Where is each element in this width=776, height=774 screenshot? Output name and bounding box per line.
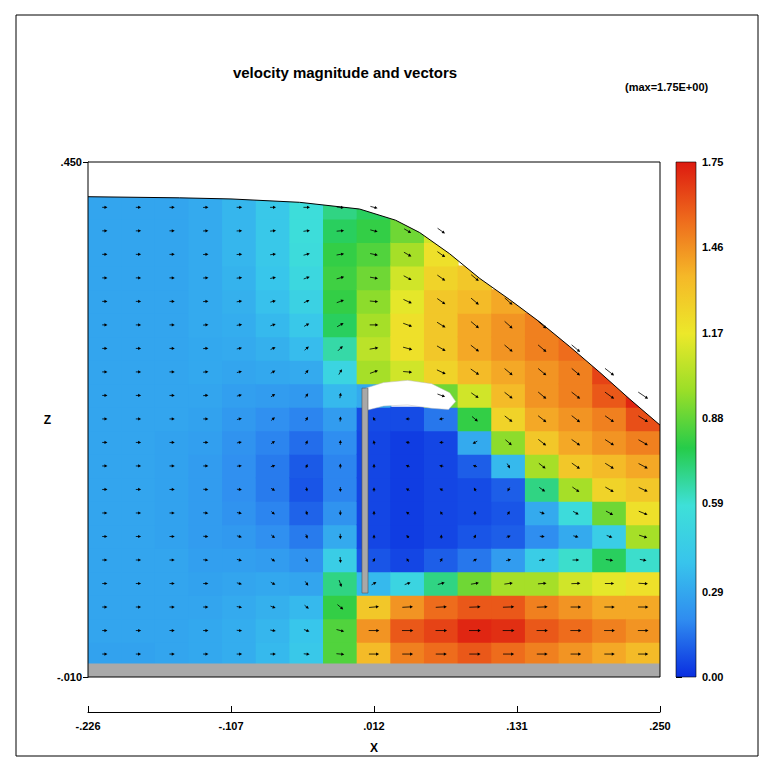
svg-text:(max=1.75E+00): (max=1.75E+00)	[625, 81, 709, 93]
svg-text:0.88: 0.88	[702, 412, 723, 424]
svg-text:.131: .131	[506, 720, 527, 732]
svg-text:0.59: 0.59	[702, 497, 723, 509]
svg-text:.012: .012	[363, 720, 384, 732]
svg-text:-.107: -.107	[218, 720, 243, 732]
svg-text:velocity magnitude and vectors: velocity magnitude and vectors	[233, 64, 457, 81]
svg-text:0.29: 0.29	[702, 586, 723, 598]
svg-text:1.17: 1.17	[702, 327, 723, 339]
svg-text:0.00: 0.00	[702, 671, 723, 683]
svg-text:X: X	[370, 741, 378, 755]
svg-text:.250: .250	[649, 720, 670, 732]
svg-text:Z: Z	[44, 413, 51, 427]
svg-text:-.226: -.226	[75, 720, 100, 732]
svg-text:1.75: 1.75	[702, 156, 723, 168]
svg-text:-.010: -.010	[57, 671, 82, 683]
svg-text:1.46: 1.46	[702, 241, 723, 253]
svg-text:.450: .450	[61, 156, 82, 168]
